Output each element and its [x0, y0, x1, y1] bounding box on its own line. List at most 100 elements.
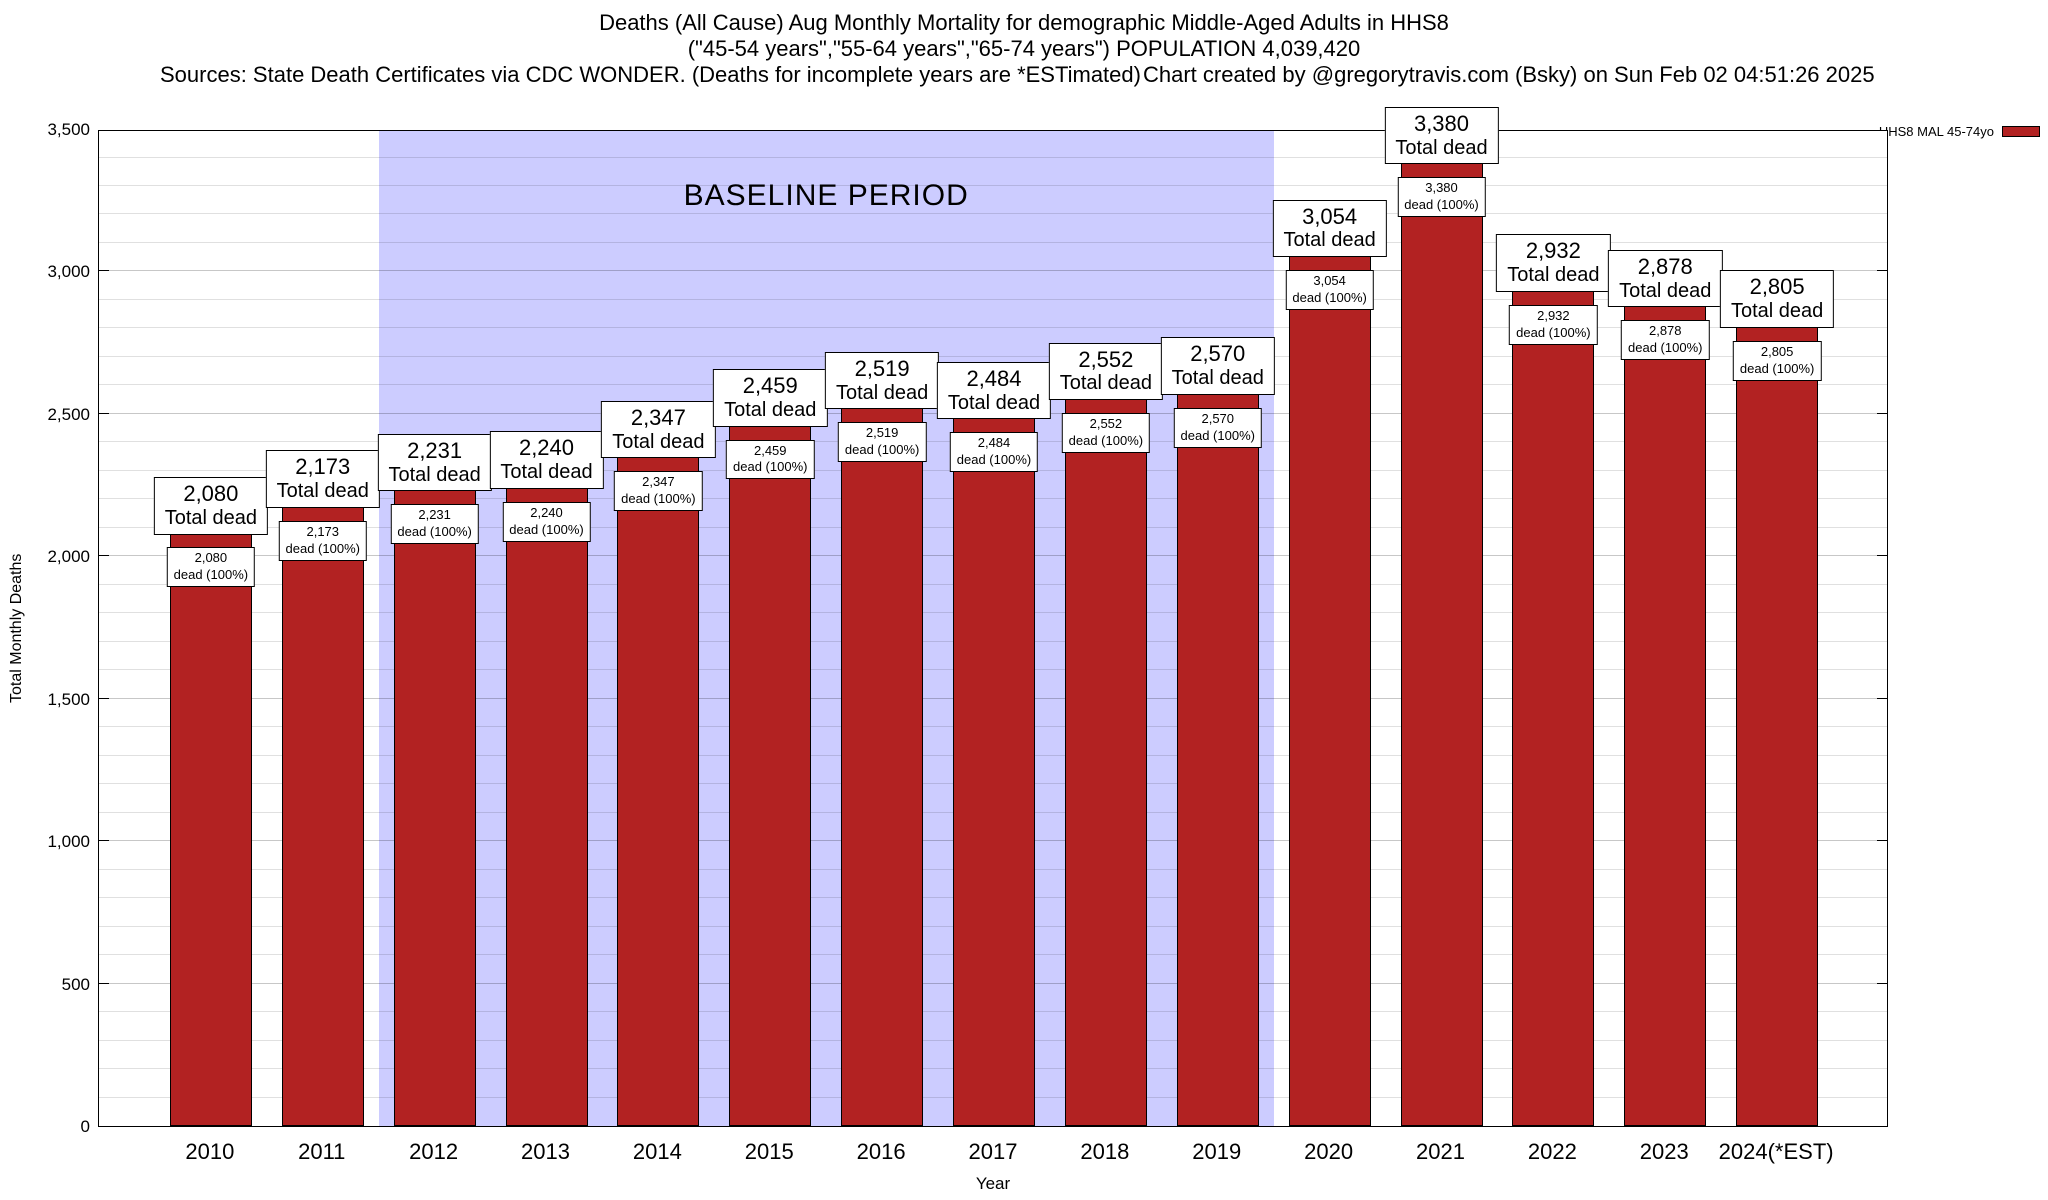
bar-total-label-2014: 2,347 Total dead: [601, 400, 716, 459]
bar-total-value: 2,347: [630, 404, 686, 430]
y-tick-mark: [1877, 982, 1887, 984]
bar-total-caption: Total dead: [276, 480, 369, 503]
x-tick-label-2013: 2013: [521, 1139, 570, 1164]
bar-inner-value: 2,570: [1201, 410, 1235, 426]
bar-inner-caption: dead (100%): [509, 521, 584, 537]
bar-inner-caption: dead (100%): [956, 452, 1032, 468]
bar-total-caption: Total dead: [164, 506, 258, 529]
bar-total-caption: Total dead: [388, 463, 481, 486]
bar-inner-value: 2,932: [1537, 307, 1570, 323]
bar-inner-label-2010: 2,080 dead (100%): [166, 547, 256, 588]
bar-total-value: 3,054: [1302, 203, 1358, 229]
bar-total-caption: Total dead: [1171, 367, 1264, 390]
y-tick-mark: [99, 697, 109, 699]
x-tick-label-2014: 2014: [632, 1139, 682, 1164]
bar-inner-value: 2,878: [1648, 323, 1682, 339]
bar-total-caption: Total dead: [500, 461, 593, 484]
y-tick-mark: [99, 555, 109, 557]
bar-inner-value: 2,552: [1089, 416, 1123, 432]
bar-total-label-2023: 2,878 Total dead: [1608, 249, 1723, 308]
bar-2014: [617, 457, 700, 1126]
bar-inner-label-2022: 2,932 dead (100%): [1509, 304, 1598, 345]
bar-2010: [169, 533, 252, 1126]
bar-total-caption: Total dead: [612, 430, 705, 453]
y-tick-label: 3,000: [47, 262, 90, 282]
chart-credit: Chart created by @gregorytravis.com (Bsk…: [1143, 62, 1875, 87]
y-tick-label: 2,500: [47, 404, 90, 424]
y-tick-mark: [99, 840, 109, 842]
chart-sources: Sources: State Death Certificates via CD…: [160, 62, 1141, 87]
x-tick-label-2021: 2021: [1416, 1139, 1465, 1164]
gridline: [99, 327, 1887, 329]
y-tick-mark: [1877, 840, 1887, 842]
bar-total-value: 2,805: [1749, 274, 1805, 300]
bar-total-label-2020: 3,054 Total dead: [1272, 199, 1387, 258]
bar-inner-value: 3,380: [1425, 180, 1458, 196]
legend-swatch: [2002, 126, 2040, 137]
bar-2015: [729, 425, 812, 1126]
bar-total-caption: Total dead: [947, 391, 1041, 414]
bar-inner-label-2019: 2,570 dead (100%): [1173, 407, 1262, 448]
bar-inner-label-2021: 3,380 dead (100%): [1397, 177, 1486, 217]
y-tick-mark: [99, 982, 109, 984]
chart-title-line1: Deaths (All Cause) Aug Monthly Mortality…: [599, 10, 1449, 35]
bar-total-value: 2,173: [295, 454, 351, 480]
bar-inner-caption: dead (100%): [1180, 427, 1255, 443]
y-tick-label: 1,000: [47, 832, 90, 852]
y-tick-label: 0: [80, 1117, 90, 1136]
bar-total-label-2022: 2,932 Total dead: [1496, 234, 1611, 292]
bar-inner-label-2015: 2,459 dead (100%): [726, 439, 815, 480]
bar-total-caption: Total dead: [724, 398, 817, 421]
gridline: [99, 298, 1887, 300]
x-tick-label-2015: 2015: [744, 1139, 794, 1164]
bar-total-label-2021: 3,380 Total dead: [1384, 106, 1499, 165]
bar-inner-label-2023: 2,878 dead (100%): [1621, 320, 1710, 360]
bar-2024(*EST): [1736, 326, 1819, 1126]
bar-total-label-2024(*EST): 2,805 Total dead: [1719, 270, 1835, 328]
bar-inner-value: 2,805: [1760, 343, 1794, 359]
x-tick-label-2017: 2017: [968, 1139, 1018, 1164]
y-tick-label: 1,500: [47, 689, 90, 709]
y-tick-mark: [1877, 555, 1887, 557]
bar-total-value: 2,932: [1525, 238, 1581, 264]
bar-inner-label-2024(*EST): 2,805 dead (100%): [1732, 340, 1822, 381]
bar-inner-caption: dead (100%): [397, 524, 472, 540]
gridline: [99, 241, 1887, 243]
bar-inner-value: 2,347: [642, 474, 675, 490]
bar-total-value: 2,552: [1078, 346, 1134, 372]
bar-total-caption: Total dead: [1730, 300, 1824, 323]
bar-2022: [1512, 290, 1595, 1126]
x-tick-label-2022: 2022: [1527, 1139, 1577, 1164]
x-tick-label-2012: 2012: [409, 1139, 459, 1164]
bar-total-value: 2,570: [1190, 341, 1246, 367]
bar-inner-value: 2,173: [306, 524, 340, 539]
x-axis-title: Year: [975, 1174, 1011, 1193]
bar-total-value: 3,380: [1413, 110, 1470, 136]
bar-total-caption: Total dead: [835, 381, 929, 404]
bar-total-label-2019: 2,570 Total dead: [1160, 337, 1275, 395]
legend-label: HHS8 MAL 45-74yo: [1878, 124, 1994, 139]
x-tick-label-2024(*EST): 2024(*EST): [1718, 1139, 1834, 1164]
bar-total-value: 2,231: [407, 437, 463, 463]
x-tick-label-2020: 2020: [1304, 1139, 1354, 1164]
y-tick-label: 2,000: [47, 547, 90, 567]
bar-total-value: 2,459: [742, 373, 798, 398]
bar-inner-label-2016: 2,519 dead (100%): [837, 422, 927, 463]
bar-inner-value: 2,080: [194, 550, 228, 566]
bar-inner-value: 2,459: [753, 442, 787, 458]
bar-inner-label-2012: 2,231 dead (100%): [390, 504, 479, 545]
x-axis-ticks: 2010 2011 2012 2013 2014 2015 2016 2017 2018 2019…: [98, 1131, 1888, 1165]
plot-area: BASELINE PERIOD 2,080 Total dead 2,080 dead …: [98, 106, 1888, 1127]
y-tick-mark: [1877, 412, 1887, 414]
x-tick-label-2018: 2018: [1080, 1139, 1130, 1164]
y-tick-label: 3,500: [47, 120, 90, 139]
x-tick-label-2010: 2010: [185, 1139, 235, 1164]
bar-inner-value: 2,231: [418, 507, 451, 523]
gridline: [99, 355, 1887, 357]
bar-total-label-2016: 2,519 Total dead: [824, 351, 940, 410]
bar-total-caption: Total dead: [1507, 264, 1600, 287]
bar-2023: [1624, 306, 1707, 1126]
bar-inner-label-2020: 3,054 dead (100%): [1285, 270, 1374, 310]
bar-inner-caption: dead (100%): [733, 459, 808, 475]
